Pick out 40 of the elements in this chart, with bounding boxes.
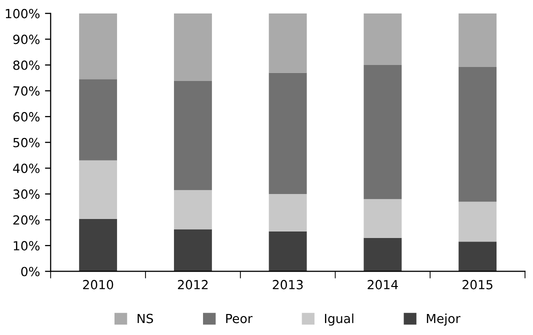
bar [174, 229, 212, 272]
bar [364, 64, 402, 200]
y-tick-label: 100% [6, 8, 40, 18]
bar [364, 199, 402, 238]
bar [174, 80, 212, 190]
bar [268, 13, 307, 73]
bar [364, 238, 402, 272]
bar [458, 242, 497, 272]
legend-label: Peor [226, 314, 253, 324]
y-tick-label: 50% [13, 138, 40, 148]
legend-label: NS [138, 314, 154, 324]
bar [79, 13, 118, 80]
bar [268, 231, 307, 272]
x-tick-label: 2010 [83, 280, 114, 290]
y-tick-label: 20% [13, 215, 40, 225]
y-tick-label: 30% [13, 189, 40, 199]
y-tick-label: 60% [13, 112, 40, 122]
bar [458, 202, 497, 242]
x-tick-label: 2013 [272, 280, 303, 290]
bar [174, 13, 212, 81]
bar [79, 79, 118, 160]
y-tick-label: 0% [21, 266, 40, 276]
bar [458, 13, 497, 68]
bar [364, 13, 402, 65]
legend-label: Igual [325, 314, 354, 326]
bar [268, 72, 307, 194]
y-tick-label: 40% [13, 164, 40, 174]
y-tick-label: 70% [13, 86, 40, 96]
x-tick-label: 2015 [462, 280, 492, 290]
legend-label: Mejor [426, 314, 460, 326]
bar [268, 194, 307, 232]
x-tick-label: 2014 [368, 280, 398, 290]
bar [79, 218, 118, 272]
y-tick-label: 10% [14, 241, 40, 250]
x-tick-label: 2012 [178, 280, 208, 290]
y-tick-label: 80% [13, 60, 40, 70]
bar [79, 160, 118, 219]
bar [174, 190, 212, 230]
bar [458, 67, 497, 202]
y-tick-label: 90% [13, 34, 40, 44]
